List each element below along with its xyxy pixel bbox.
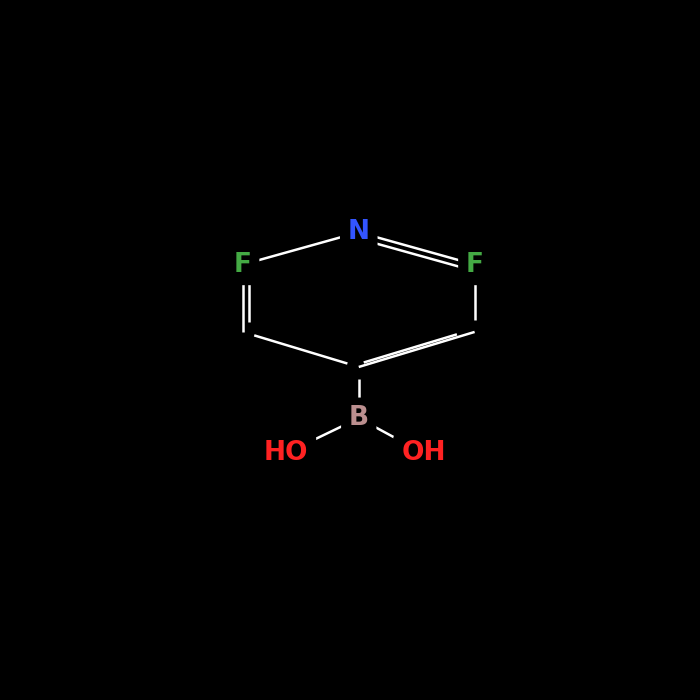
Text: HO: HO	[264, 440, 308, 466]
Text: N: N	[346, 218, 372, 246]
Text: N: N	[348, 219, 370, 245]
Text: F: F	[234, 251, 252, 278]
Text: HO: HO	[260, 439, 312, 468]
Text: F: F	[232, 250, 253, 279]
Text: B: B	[349, 405, 369, 431]
Text: B: B	[347, 404, 370, 433]
Text: OH: OH	[398, 439, 449, 468]
Text: OH: OH	[401, 440, 446, 466]
Text: F: F	[464, 250, 485, 279]
Text: F: F	[466, 251, 484, 278]
